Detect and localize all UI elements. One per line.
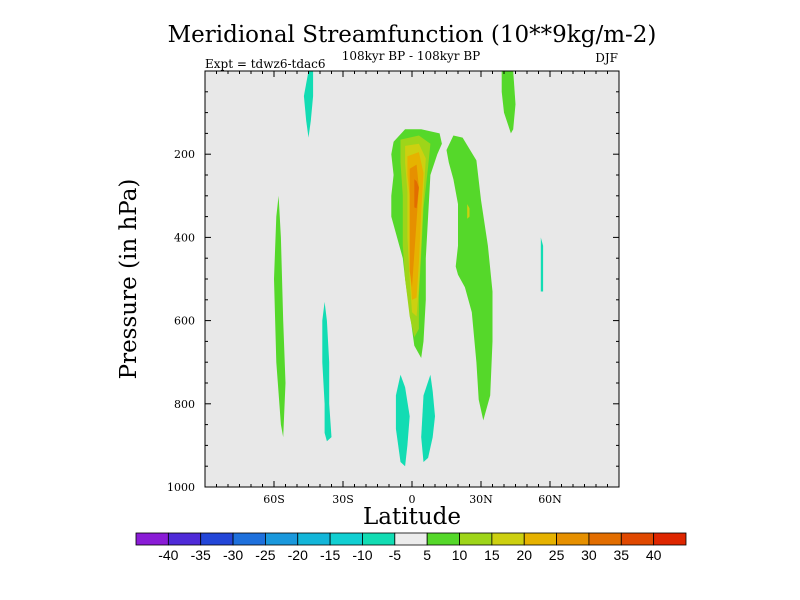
colorbar-swatch <box>329 532 363 546</box>
contour-region-0 <box>303 71 314 138</box>
colorbar-swatch <box>588 532 622 546</box>
y-tick-label: 1000 <box>167 481 195 494</box>
x-tick-label: 60S <box>263 493 285 506</box>
x-tick-label: 30N <box>469 493 493 506</box>
experiment-label: Expt = tdwz6-tdac6 <box>205 57 326 71</box>
colorbar-label: 40 <box>646 547 662 563</box>
x-tick-label: 60N <box>538 493 562 506</box>
axis-ticks: 60S 30S 0 30N 60N 200 400 600 800 1000 <box>167 70 620 506</box>
colorbar-label: 30 <box>581 547 597 563</box>
colorbar-label: 10 <box>452 547 468 563</box>
colorbar-swatch <box>394 532 428 546</box>
colorbar: -40 -35 -30 -25 -20 -15 -10 -5 5 10 15 20 25 30 35 40 <box>135 532 687 563</box>
colorbar-label: -10 <box>352 547 372 563</box>
y-tick-label: 600 <box>174 315 195 328</box>
y-axis-label: Pressure (in hPa) <box>116 179 142 380</box>
colorbar-label: -25 <box>255 547 275 563</box>
colorbar-swatch <box>523 532 557 546</box>
chart-title: Meridional Streamfunction (10**9kg/m-2) <box>168 22 657 48</box>
chart-subtitle-center: 108kyr BP - 108kyr BP <box>342 49 480 63</box>
colorbar-swatch <box>491 532 525 546</box>
colorbar-swatch <box>200 532 234 546</box>
colorbar-swatch <box>362 532 396 546</box>
season-label: DJF <box>595 51 618 65</box>
colorbar-swatch <box>135 532 169 546</box>
colorbar-swatch <box>653 532 687 546</box>
colorbar-label: -30 <box>223 547 243 563</box>
y-tick-label: 800 <box>174 398 195 411</box>
y-tick-label: 200 <box>174 148 195 161</box>
colorbar-label: -20 <box>288 547 308 563</box>
contour-region-3 <box>421 374 435 462</box>
colorbar-label: 15 <box>484 547 500 563</box>
contour-region-8 <box>446 135 493 421</box>
colorbar-swatch <box>620 532 655 546</box>
colorbar-swatch <box>232 532 266 546</box>
contour-region-5 <box>274 195 286 438</box>
colorbar-label: -40 <box>158 547 178 563</box>
contour-region-2 <box>395 374 410 467</box>
colorbar-label: 25 <box>549 547 565 563</box>
contour-region-4 <box>540 237 544 292</box>
colorbar-swatch <box>265 532 299 546</box>
contour-region-14 <box>414 179 419 209</box>
contour-region-6 <box>501 71 516 134</box>
x-tick-label: 0 <box>409 493 416 506</box>
y-tick-label: 400 <box>174 231 195 244</box>
colorbar-swatch <box>297 532 331 546</box>
colorbar-swatch <box>459 532 493 546</box>
x-axis-label: Latitude <box>363 504 461 530</box>
colorbar-label: -15 <box>320 547 340 563</box>
x-tick-label: 30S <box>332 493 354 506</box>
contour-region-1 <box>322 301 332 442</box>
contour-regions <box>274 71 544 467</box>
colorbar-label: -35 <box>191 547 211 563</box>
colorbar-label: 35 <box>614 547 630 563</box>
colorbar-swatch <box>556 532 590 546</box>
contour-region-10 <box>467 204 470 219</box>
colorbar-swatch <box>426 532 460 546</box>
colorbar-label: 20 <box>516 547 532 563</box>
colorbar-swatch <box>167 532 202 546</box>
colorbar-label: 5 <box>423 547 431 563</box>
colorbar-label: -5 <box>389 547 402 563</box>
